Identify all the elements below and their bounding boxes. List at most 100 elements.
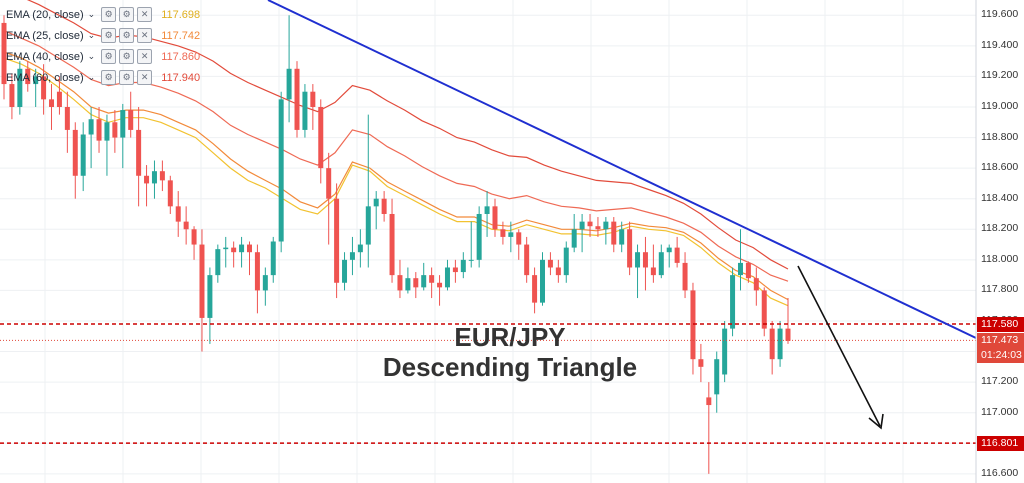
candle-body xyxy=(690,290,696,360)
candle-body xyxy=(56,91,62,107)
candle-body xyxy=(397,275,403,291)
candle-body xyxy=(72,129,78,176)
candle-body xyxy=(492,206,498,230)
settings-icon[interactable]: ⚙ xyxy=(101,70,117,85)
candle-body xyxy=(405,278,411,291)
candle-body xyxy=(753,278,759,291)
ema-line xyxy=(26,0,789,270)
y-tick-label: 117.000 xyxy=(981,405,1019,418)
legend-row-ema60[interactable]: EMA (60, close) ⌄ ⚙ ⚙ ✕ 117.940 xyxy=(6,67,200,88)
y-tick-label: 117.200 xyxy=(981,375,1019,388)
candle-body xyxy=(175,206,181,222)
close-icon[interactable]: ✕ xyxy=(137,7,153,22)
candle-body xyxy=(373,198,379,207)
candle-body xyxy=(635,252,641,268)
legend-row-ema25[interactable]: EMA (25, close) ⌄ ⚙ ⚙ ✕ 117.742 xyxy=(6,25,200,46)
candle-body xyxy=(199,244,205,318)
candle-body xyxy=(508,232,514,237)
chart-annotation: EUR/JPY Descending Triangle xyxy=(330,322,690,382)
legend-label: EMA (25, close) xyxy=(6,29,84,42)
candle-body xyxy=(136,129,142,176)
candle-body xyxy=(658,252,664,276)
candle-body xyxy=(326,168,332,199)
candle-body xyxy=(120,110,126,138)
ema-line xyxy=(3,51,789,301)
candle-body xyxy=(571,229,577,248)
candle-body xyxy=(603,221,609,230)
candle-body xyxy=(318,106,324,169)
candle-body xyxy=(587,221,593,227)
candle-body xyxy=(231,247,237,253)
settings-icon[interactable]: ⚙ xyxy=(101,49,117,64)
candle-body xyxy=(151,171,157,184)
candle-body xyxy=(88,119,94,135)
candle-body xyxy=(33,76,39,85)
candle-body xyxy=(722,328,728,375)
chevron-down-icon[interactable]: ⌄ xyxy=(87,30,96,40)
legend-value: 117.860 xyxy=(161,50,201,63)
candle-body xyxy=(365,206,371,245)
settings-icon[interactable]: ⚙ xyxy=(101,7,117,22)
arrow-head xyxy=(868,413,884,430)
gear-icon[interactable]: ⚙ xyxy=(119,49,135,64)
gear-icon[interactable]: ⚙ xyxy=(119,28,135,43)
candle-body xyxy=(49,99,55,107)
y-tick-label: 119.200 xyxy=(981,69,1019,82)
candle-body xyxy=(17,68,23,107)
candle-body xyxy=(254,252,260,291)
legend-row-ema40[interactable]: EMA (40, close) ⌄ ⚙ ⚙ ✕ 117.860 xyxy=(6,46,200,67)
gear-icon[interactable]: ⚙ xyxy=(119,70,135,85)
candle-body xyxy=(730,275,736,329)
candle-body xyxy=(104,122,110,141)
y-tick-label: 118.200 xyxy=(981,222,1019,235)
candle-body xyxy=(785,328,791,341)
candle-body xyxy=(207,275,213,318)
candle-body xyxy=(706,397,712,406)
legend-label: EMA (40, close) xyxy=(6,50,84,63)
candle-body xyxy=(223,247,229,250)
legend-value: 117.742 xyxy=(161,29,201,42)
candle-body xyxy=(468,259,474,261)
candle-body xyxy=(167,180,173,207)
chevron-down-icon[interactable]: ⌄ xyxy=(87,9,96,19)
candle-body xyxy=(294,68,300,130)
candle-body xyxy=(627,229,633,268)
candle-body xyxy=(540,259,546,303)
chevron-down-icon[interactable]: ⌄ xyxy=(87,72,96,82)
gear-icon[interactable]: ⚙ xyxy=(119,7,135,22)
drawings xyxy=(267,0,977,430)
candle-body xyxy=(761,290,767,329)
candle-body xyxy=(516,232,522,245)
candle-body xyxy=(532,275,538,303)
settings-icon[interactable]: ⚙ xyxy=(101,28,117,43)
candle-body xyxy=(484,206,490,214)
close-icon[interactable]: ✕ xyxy=(137,70,153,85)
annotation-title: EUR/JPY xyxy=(454,322,566,352)
candle-body xyxy=(714,359,720,395)
candle-body xyxy=(342,259,348,283)
close-icon[interactable]: ✕ xyxy=(137,28,153,43)
candle-body xyxy=(9,84,15,107)
candle-body xyxy=(452,267,458,273)
close-icon[interactable]: ✕ xyxy=(137,49,153,64)
candle-body xyxy=(334,198,340,283)
y-tick-label: 119.000 xyxy=(981,99,1019,112)
candle-body xyxy=(286,68,292,100)
candle-body xyxy=(650,267,656,276)
candle-body xyxy=(96,119,102,141)
candle-body xyxy=(302,91,308,130)
candle-body xyxy=(215,249,221,276)
price-levels xyxy=(0,323,976,444)
candle-body xyxy=(381,198,387,214)
candle-body xyxy=(429,275,435,283)
projection-arrow xyxy=(797,265,881,427)
legend-row-ema20[interactable]: EMA (20, close) ⌄ ⚙ ⚙ ✕ 117.698 xyxy=(6,4,200,25)
candle-body xyxy=(349,252,355,260)
countdown-tag: 01:24:03 xyxy=(977,347,1024,363)
chevron-down-icon[interactable]: ⌄ xyxy=(87,51,96,61)
ema-lines xyxy=(3,0,789,307)
candle-body xyxy=(579,221,585,230)
candle-body xyxy=(642,252,648,268)
candle-body xyxy=(239,244,245,253)
